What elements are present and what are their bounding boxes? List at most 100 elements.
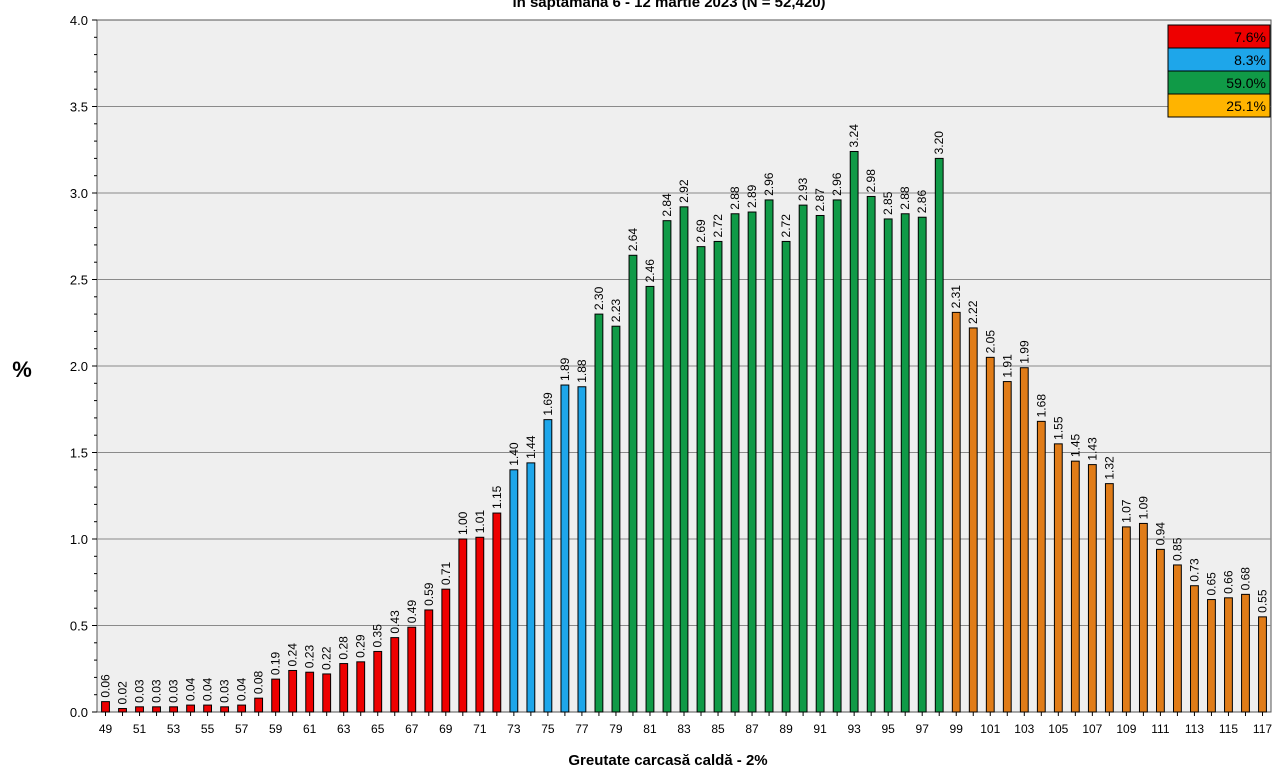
bar	[696, 246, 706, 713]
bar	[322, 673, 332, 713]
x-tick-label: 99	[950, 722, 964, 736]
data-label: 0.02	[116, 681, 130, 705]
bar	[1002, 381, 1012, 713]
data-label: 1.01	[473, 510, 487, 534]
x-tick-label: 55	[201, 722, 215, 736]
data-label: 2.93	[796, 177, 810, 201]
data-label: 0.19	[269, 651, 283, 675]
legend-label: 8.3%	[1234, 52, 1266, 68]
data-label: 0.59	[422, 582, 436, 606]
data-label: 1.68	[1034, 394, 1048, 418]
bar	[679, 206, 689, 713]
data-label: 1.99	[1017, 340, 1031, 364]
data-label: 2.86	[915, 190, 929, 214]
data-label: 0.29	[354, 634, 368, 658]
data-label: 0.35	[371, 624, 385, 648]
x-tick-label: 49	[99, 722, 113, 736]
data-label: 0.28	[337, 636, 351, 660]
bar	[560, 384, 570, 713]
x-tick-label: 83	[677, 722, 691, 736]
bar	[594, 313, 604, 713]
data-label: 0.04	[235, 677, 249, 701]
data-label: 0.04	[184, 677, 198, 701]
y-tick-label: 1.5	[70, 446, 88, 461]
data-label: 1.89	[558, 357, 572, 381]
y-tick-label: 2.0	[70, 359, 88, 374]
bar	[1155, 548, 1165, 713]
legend-label: 59.0%	[1226, 75, 1266, 91]
bar	[917, 216, 927, 713]
x-tick-label: 61	[303, 722, 317, 736]
bar	[407, 626, 417, 713]
x-tick-label: 87	[745, 722, 759, 736]
x-tick-label: 67	[405, 722, 419, 736]
bar	[526, 462, 536, 713]
x-tick-label: 71	[473, 722, 487, 736]
data-label: 0.49	[405, 600, 419, 624]
bar	[815, 214, 825, 713]
bar	[203, 704, 213, 713]
data-label: 0.24	[286, 643, 300, 667]
bar	[1087, 464, 1097, 713]
x-tick-label: 89	[779, 722, 793, 736]
x-tick-label: 69	[439, 722, 453, 736]
data-label: 0.23	[303, 645, 317, 669]
bars: 0.06 0.02 0.03 0.03 0.03 0.04 0.04 0.03 0.04 0.08…	[99, 124, 1269, 713]
x-tick-label: 109	[1116, 722, 1136, 736]
y-tick-label: 4.0	[70, 13, 88, 28]
data-label: 1.45	[1068, 433, 1082, 457]
x-tick-label: 101	[980, 722, 1000, 736]
bar	[577, 386, 587, 713]
x-tick-label: 81	[643, 722, 657, 736]
bar	[1121, 526, 1131, 713]
x-tick-label: 105	[1048, 722, 1068, 736]
bar	[271, 678, 281, 713]
data-label: 0.55	[1255, 589, 1269, 613]
x-tick-label: 65	[371, 722, 385, 736]
data-label: 0.68	[1238, 567, 1252, 591]
x-tick-label: 103	[1014, 722, 1034, 736]
data-label: 0.04	[201, 677, 215, 701]
legend-box	[1167, 93, 1271, 118]
bar	[730, 213, 740, 713]
bar	[254, 697, 264, 713]
bar	[934, 157, 944, 713]
bar	[1241, 593, 1250, 713]
data-label: 1.40	[507, 442, 521, 466]
bar	[1053, 443, 1063, 713]
x-tick-label: 57	[235, 722, 249, 736]
x-tick-label: 77	[575, 722, 589, 736]
data-label: 0.71	[439, 561, 453, 585]
bar	[713, 240, 723, 713]
x-tick-label: 51	[133, 722, 147, 736]
data-label: 0.08	[252, 670, 266, 694]
x-tick-label: 113	[1185, 722, 1204, 736]
y-tick-label: 3.5	[70, 100, 88, 115]
data-label: 2.64	[626, 228, 640, 252]
legend-label: 25.1%	[1226, 98, 1266, 114]
data-label: 2.31	[949, 285, 963, 309]
bar	[1070, 460, 1080, 713]
data-label: 2.30	[592, 286, 606, 310]
data-label: 2.96	[762, 172, 776, 196]
bar	[866, 195, 876, 713]
y-tick-label: 1.0	[70, 532, 88, 547]
bar	[662, 220, 672, 713]
data-label: 1.55	[1051, 416, 1065, 440]
data-label: 3.24	[847, 124, 861, 148]
data-label: 0.73	[1187, 558, 1201, 582]
bar	[764, 199, 774, 713]
data-label: 0.43	[388, 610, 402, 634]
chart-title: în săptămâna 6 - 12 martie 2023 (N = 52,…	[511, 0, 825, 11]
x-tick-label: 117	[1253, 722, 1272, 736]
data-label: 2.92	[677, 179, 691, 203]
data-label: 2.23	[609, 299, 623, 323]
data-label: 2.72	[779, 214, 793, 238]
y-tick-label: 0.5	[70, 619, 88, 634]
bar	[441, 588, 451, 713]
data-label: 2.72	[711, 214, 725, 238]
bar	[424, 609, 434, 713]
y-tick-label: 0.0	[70, 705, 88, 720]
bar	[611, 325, 621, 713]
data-label: 1.15	[490, 485, 504, 509]
